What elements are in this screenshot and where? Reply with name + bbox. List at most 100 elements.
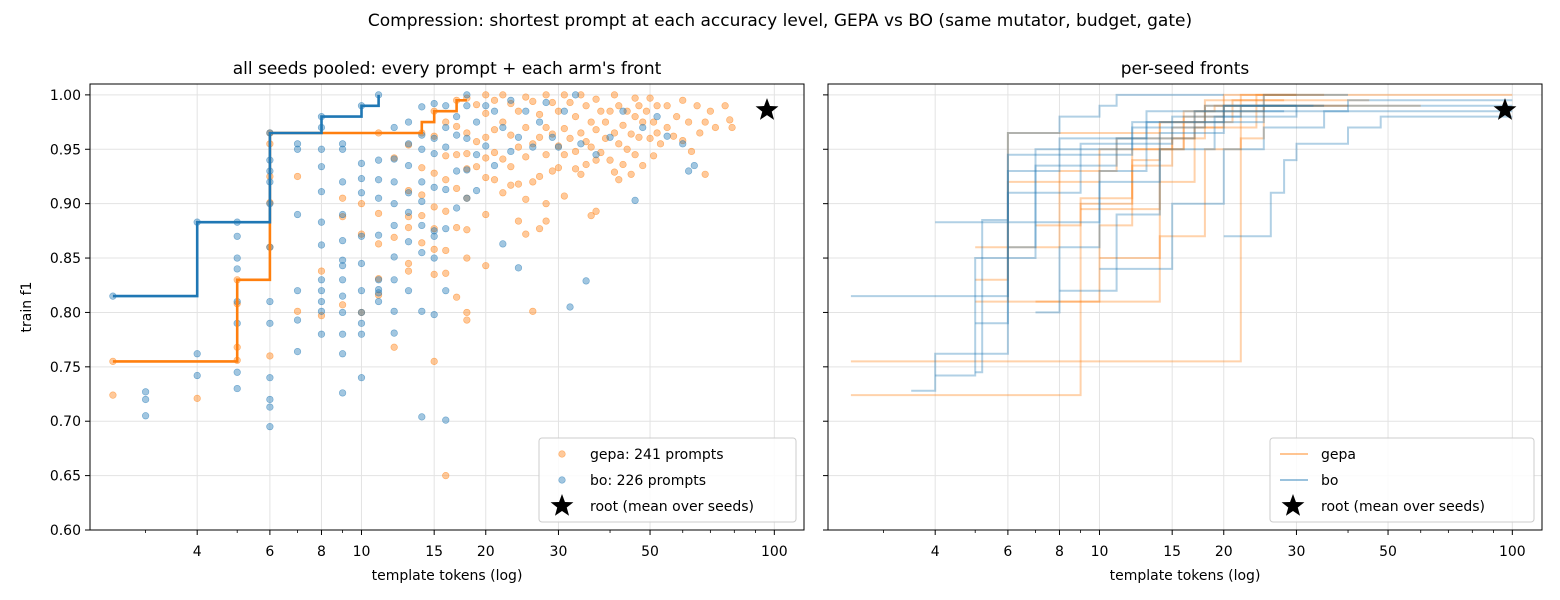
- legend-root-star-icon: [550, 494, 574, 516]
- bo-point: [690, 161, 698, 170]
- gepa-point: [463, 226, 471, 234]
- gepa-point: [357, 230, 366, 238]
- bo-point: [499, 123, 507, 132]
- gepa-point: [418, 212, 426, 220]
- bo-point: [338, 237, 347, 245]
- panel-all-seeds-pooled: 4 6 8 10 15 20 30 50 100 0.60 0.65 0.70 0.75 0.80 0.85…: [19, 59, 805, 584]
- bo-point: [317, 145, 326, 153]
- gepa-point: [554, 107, 563, 115]
- bo-point: [404, 238, 413, 246]
- bo-point: [338, 262, 347, 270]
- gepa-point: [535, 110, 544, 119]
- gepa-point: [490, 126, 499, 134]
- gepa-point: [357, 200, 366, 208]
- gepa-point: [490, 176, 499, 184]
- gepa-seed-front-line: [975, 99, 1285, 281]
- gepa-point: [542, 200, 550, 208]
- gepa-point: [619, 160, 627, 169]
- bo-point: [418, 178, 426, 186]
- gepa-point: [566, 134, 574, 142]
- gepa-point: [317, 267, 326, 275]
- x-tick-label: 30: [1288, 544, 1306, 560]
- bo-point: [463, 134, 471, 142]
- root-star-marker: [1493, 98, 1517, 120]
- bo-point: [357, 330, 366, 338]
- gepa-point: [514, 143, 523, 151]
- bo-point: [442, 123, 450, 132]
- gepa-point: [463, 129, 471, 137]
- gepa-point: [601, 134, 610, 142]
- bo-point: [233, 232, 241, 240]
- gepa-point: [542, 217, 550, 225]
- x-tick-label: 20: [1215, 544, 1233, 560]
- gepa-point: [442, 269, 450, 277]
- gepa-point: [109, 391, 117, 399]
- gepa-point: [597, 107, 605, 115]
- bo-point: [266, 319, 274, 327]
- gepa-point: [706, 107, 714, 115]
- bo-point: [293, 287, 302, 295]
- gepa-point: [430, 225, 438, 233]
- gepa-point: [701, 170, 709, 178]
- gepa-seed-front-line: [850, 93, 1297, 397]
- gepa-point: [721, 102, 729, 110]
- gepa-point: [635, 133, 643, 141]
- bo-point: [404, 189, 413, 197]
- bo-point: [317, 330, 326, 338]
- gepa-point: [639, 118, 647, 126]
- gepa-point: [490, 148, 499, 157]
- gepa-point: [193, 394, 201, 402]
- gepa-point: [463, 254, 471, 262]
- gepa-point: [726, 116, 734, 124]
- bo-point: [266, 297, 274, 306]
- y-tick-label: 0.65: [50, 469, 81, 485]
- bo-point: [374, 276, 383, 284]
- bo-point: [357, 232, 366, 240]
- x-tick-label: 100: [1499, 544, 1526, 560]
- gepa-point: [390, 233, 398, 241]
- bo-point: [266, 423, 274, 431]
- gepa-point: [499, 189, 507, 197]
- bo-point: [374, 289, 383, 297]
- gepa-point: [453, 151, 461, 159]
- gepa-point: [693, 102, 701, 110]
- gepa-point: [529, 178, 537, 186]
- bo-point: [571, 91, 580, 99]
- bo-point: [442, 416, 450, 424]
- gepa-point: [430, 132, 438, 140]
- gepa-seed-front-line: [975, 104, 1348, 303]
- gepa-point: [472, 138, 481, 146]
- gepa-seed-front-line: [1080, 104, 1325, 211]
- gepa-point: [631, 113, 639, 121]
- x-tick-label: 100: [761, 544, 788, 560]
- gepa-point: [554, 164, 563, 172]
- bo-seed-front-line: [935, 93, 1348, 224]
- gepa-point: [646, 94, 654, 102]
- gepa-point: [577, 170, 585, 178]
- bo-point: [663, 132, 671, 140]
- gepa-point: [430, 245, 438, 253]
- bo-point: [507, 147, 515, 156]
- bo-point: [554, 143, 563, 151]
- gepa-point: [442, 207, 450, 215]
- bo-point: [293, 210, 302, 219]
- gepa-point: [499, 91, 507, 99]
- gepa-point: [390, 343, 398, 351]
- gepa-point: [631, 94, 639, 102]
- gepa-point: [430, 203, 438, 211]
- bo-point: [442, 287, 450, 295]
- bo-point: [418, 307, 426, 315]
- gepa-point: [615, 176, 623, 184]
- bo-point: [338, 178, 347, 186]
- gepa-point: [627, 170, 635, 178]
- bo-point: [577, 140, 585, 148]
- bo-point: [542, 98, 550, 107]
- gepa-point: [571, 147, 580, 156]
- gepa-point: [418, 191, 426, 199]
- bo-seed-front-line: [1007, 110, 1285, 249]
- gepa-seed-front-line: [1035, 104, 1297, 303]
- legend-entry-label: bo: [1321, 473, 1338, 489]
- bo-point: [430, 254, 438, 262]
- y-tick-label: 0.90: [50, 197, 81, 213]
- bo-point: [453, 131, 461, 139]
